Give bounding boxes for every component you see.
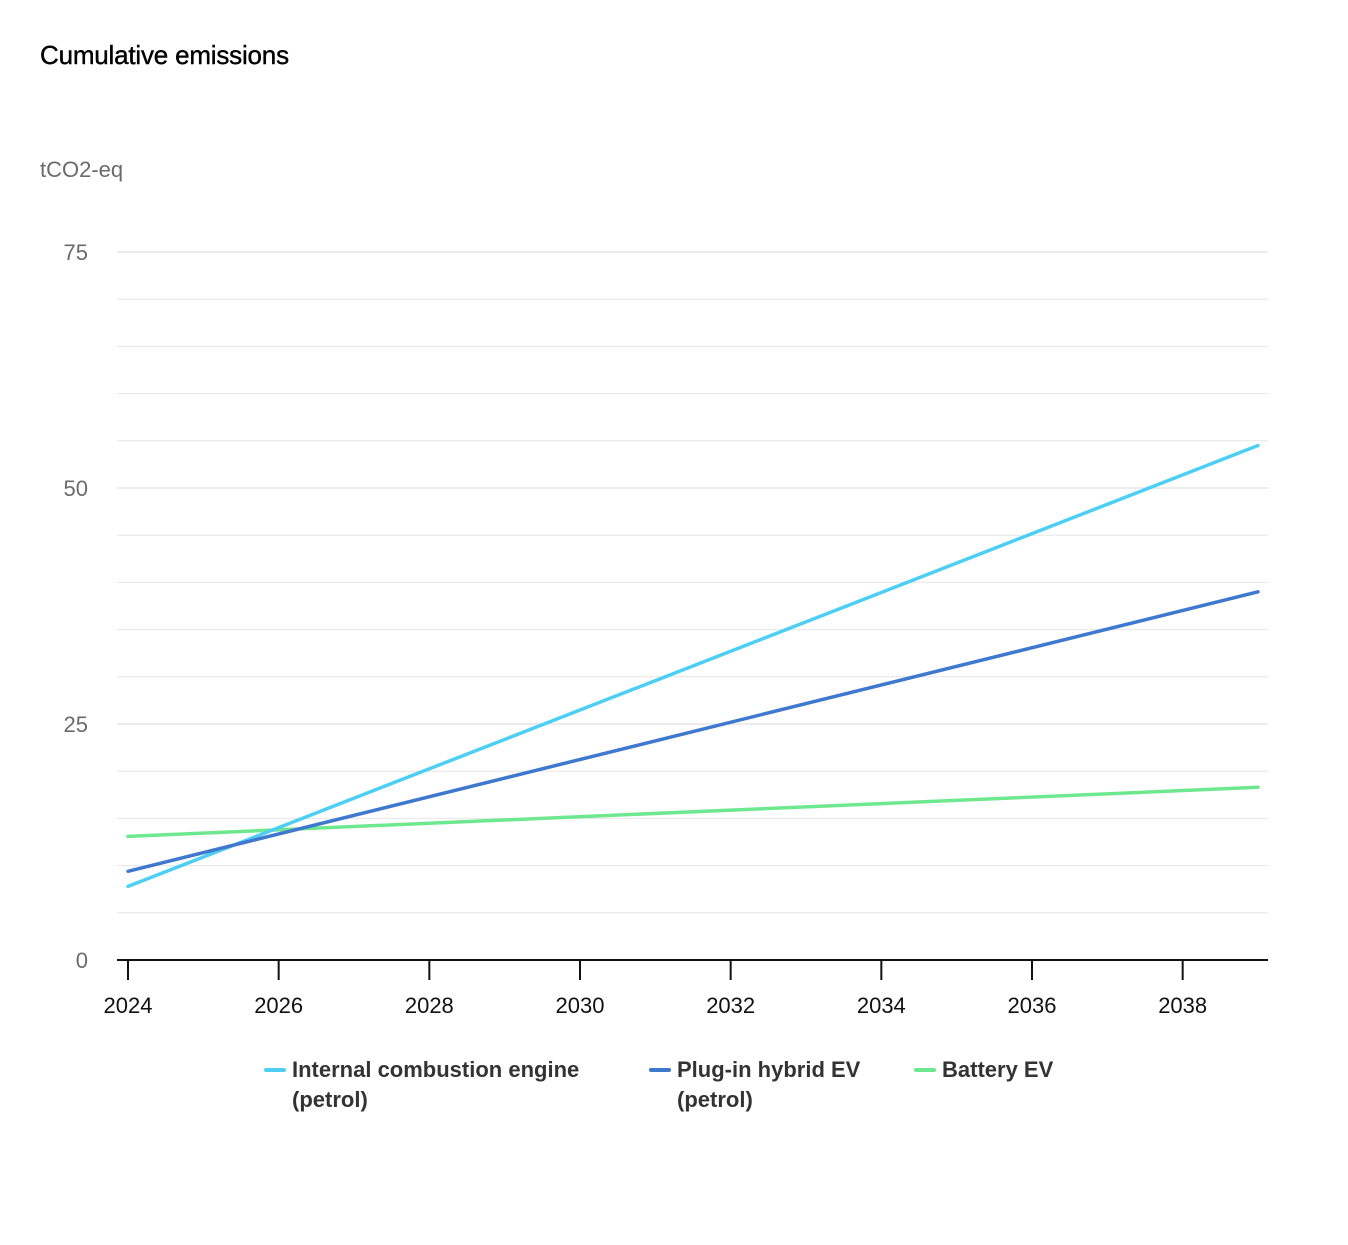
grid-lines — [117, 251, 1268, 914]
legend-label-ice-line2: (petrol) — [292, 1087, 368, 1112]
legend-item-phev[interactable]: Plug-in hybrid EV (petrol) — [649, 1055, 860, 1115]
legend: Internal combustion engine (petrol) Plug… — [0, 1055, 1348, 1125]
legend-label-phev-line1: Plug-in hybrid EV — [677, 1057, 861, 1082]
y-tick-label: 25 — [64, 712, 88, 737]
legend-swatch-phev — [649, 1068, 671, 1072]
y-axis-unit-label: tCO2-eq — [40, 157, 124, 182]
x-tick-label: 2032 — [706, 993, 755, 1018]
bev-series-line — [126, 785, 1260, 839]
legend-label-bev-line1: Battery EV — [942, 1057, 1054, 1082]
x-tick-label: 2030 — [556, 993, 605, 1018]
x-tick-label: 2024 — [104, 993, 153, 1018]
chart-title: Cumulative emissions — [40, 40, 289, 70]
legend-swatch-ice — [264, 1068, 286, 1072]
x-tick-label: 2028 — [405, 993, 454, 1018]
y-tick-label: 0 — [76, 948, 88, 973]
legend-swatch-bev — [914, 1068, 936, 1072]
series-lines — [126, 443, 1260, 889]
legend-label-phev: Plug-in hybrid EV (petrol) — [677, 1055, 860, 1115]
x-tick-label: 2038 — [1158, 993, 1207, 1018]
legend-label-ice: Internal combustion engine (petrol) — [292, 1055, 579, 1115]
legend-label-ice-line1: Internal combustion engine — [292, 1057, 580, 1082]
y-axis-ticks: 0 25 50 75 — [64, 240, 88, 973]
x-tick-label: 2036 — [1008, 993, 1057, 1018]
ice-series-line — [126, 443, 1260, 889]
y-tick-label: 75 — [64, 240, 88, 265]
y-tick-label: 50 — [64, 476, 88, 501]
x-tick-label: 2034 — [857, 993, 906, 1018]
legend-label-bev: Battery EV — [942, 1055, 1053, 1085]
legend-item-ice[interactable]: Internal combustion engine (petrol) — [264, 1055, 579, 1115]
legend-item-bev[interactable]: Battery EV — [914, 1055, 1053, 1085]
phev-series-line — [126, 590, 1260, 874]
line-chart: 0 25 50 75 2024 2026 2028 2030 2032 2034 2036 2038 — [64, 240, 1268, 1018]
x-tick-label: 2026 — [254, 993, 303, 1018]
legend-label-phev-line2: (petrol) — [677, 1087, 753, 1112]
x-axis-ticks: 2024 2026 2028 2030 2032 2034 2036 2038 — [104, 960, 1207, 1018]
